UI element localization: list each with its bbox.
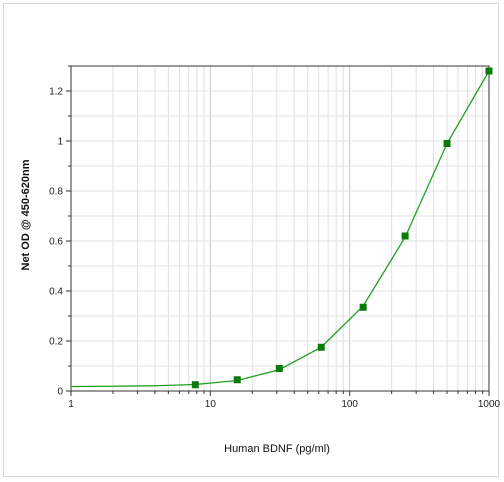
x-tick-label: 1 [68,399,74,410]
data-point [359,303,367,311]
data-point [317,343,325,351]
y-tick-label: 0 [57,387,63,398]
series [70,67,493,389]
x-axis-title: Human BDNF (pg/ml) [224,443,330,455]
data-point [275,365,283,372]
x-axis-ticks: 1 10 100 1000 [68,391,501,410]
plot-border [70,65,490,392]
y-tick-label: 1.2 [49,87,63,98]
x-tick-label: 1000 [478,399,501,410]
y-tick-label: 1 [57,137,63,148]
data-point [191,381,199,389]
data-point [443,140,451,147]
chart-frame [3,3,499,477]
data-point [485,67,493,75]
data-point [233,376,241,384]
x-tick-label: 10 [205,399,217,410]
y-axis-title: Net OD @ 450-620nm [20,159,32,270]
data-point [401,232,409,240]
y-tick-label: 0.8 [49,187,63,198]
y-tick-label: 0.6 [49,237,63,248]
y-tick-label: 0.2 [49,337,63,348]
grid [71,66,489,391]
y-axis-ticks: 0 0.2 0.4 0.6 0.8 1 1.2 [49,65,71,398]
x-tick-label: 100 [341,399,358,410]
axes [70,65,490,392]
y-tick-label: 0.4 [49,287,63,298]
fitted-curve [70,70,490,388]
